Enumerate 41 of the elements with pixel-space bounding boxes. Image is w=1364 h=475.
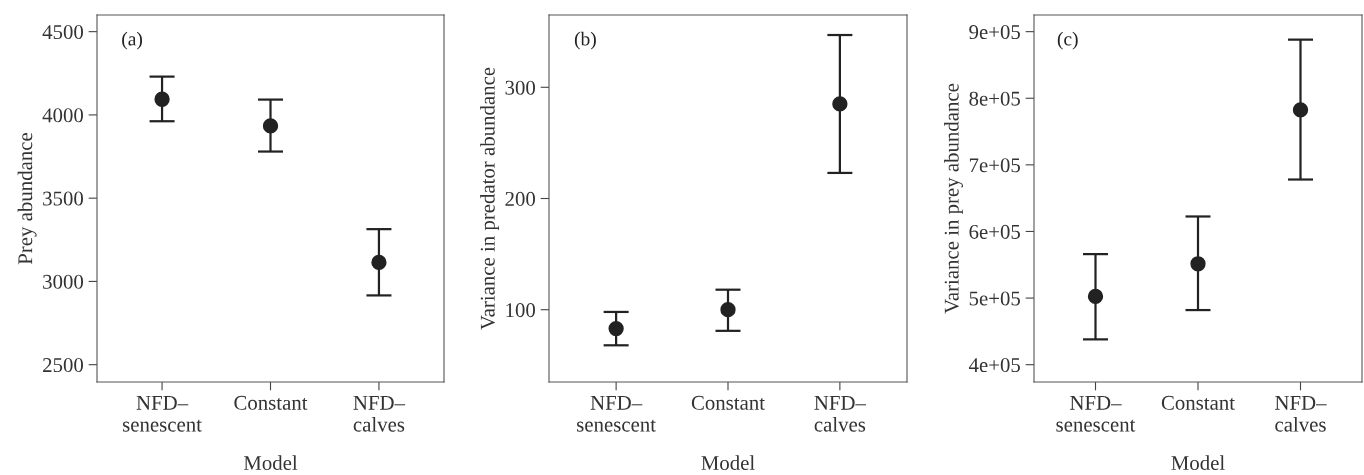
x-tick-label: NFD– senescent	[577, 396, 656, 432]
y-tick-label: 6e+05	[969, 224, 1020, 239]
annotation: (c)	[1057, 31, 1078, 50]
point	[1087, 288, 1104, 305]
x-axis-title: Model	[701, 455, 755, 470]
x-tick-label: Constant	[1161, 395, 1235, 410]
y-axis-title: Variance in predator abundance	[480, 67, 499, 330]
x-tick-label: NFD– calves	[814, 396, 867, 432]
y-tick-label: 200	[505, 191, 536, 206]
y-tick-label: 3000	[43, 274, 84, 289]
y-tick-label: 4e+05	[968, 358, 1020, 373]
x-axis-title: Model	[1171, 455, 1225, 470]
y-tick-label: 4000	[42, 108, 84, 123]
y-tick-label: 300	[505, 80, 536, 95]
y-tick-label: 5e+05	[969, 291, 1020, 306]
annotation: (b)	[574, 31, 596, 50]
y-axis-title: Variance in prey abundance	[944, 83, 963, 314]
x-axis-title: Model	[243, 455, 298, 470]
x-tick-label: NFD– senescent	[123, 396, 202, 432]
x-tick-label: Constant	[234, 395, 308, 410]
y-tick-label: 2500	[43, 358, 84, 373]
y-tick-label: 100	[506, 303, 536, 318]
y-tick-label: 7e+05	[969, 158, 1020, 173]
point	[1190, 256, 1206, 272]
point	[154, 91, 170, 107]
y-tick-label: 4500	[42, 25, 84, 40]
annotation: (a)	[122, 31, 143, 50]
point	[1292, 102, 1309, 118]
y-axis-title: Prey abundance	[17, 132, 37, 265]
x-tick-label: NFD– senescent	[1056, 396, 1136, 432]
x-tick-label: NFD– calves	[353, 396, 406, 432]
point	[608, 320, 624, 337]
x-tick-label: NFD– calves	[1275, 396, 1327, 432]
y-tick-label: 9e+05	[969, 25, 1020, 40]
y-tick-label: 8e+05	[969, 91, 1020, 106]
point	[832, 96, 848, 112]
point	[720, 302, 736, 318]
y-tick-label: 3500	[43, 191, 84, 206]
point	[262, 118, 279, 134]
x-tick-label: Constant	[691, 395, 765, 410]
point	[371, 254, 387, 271]
